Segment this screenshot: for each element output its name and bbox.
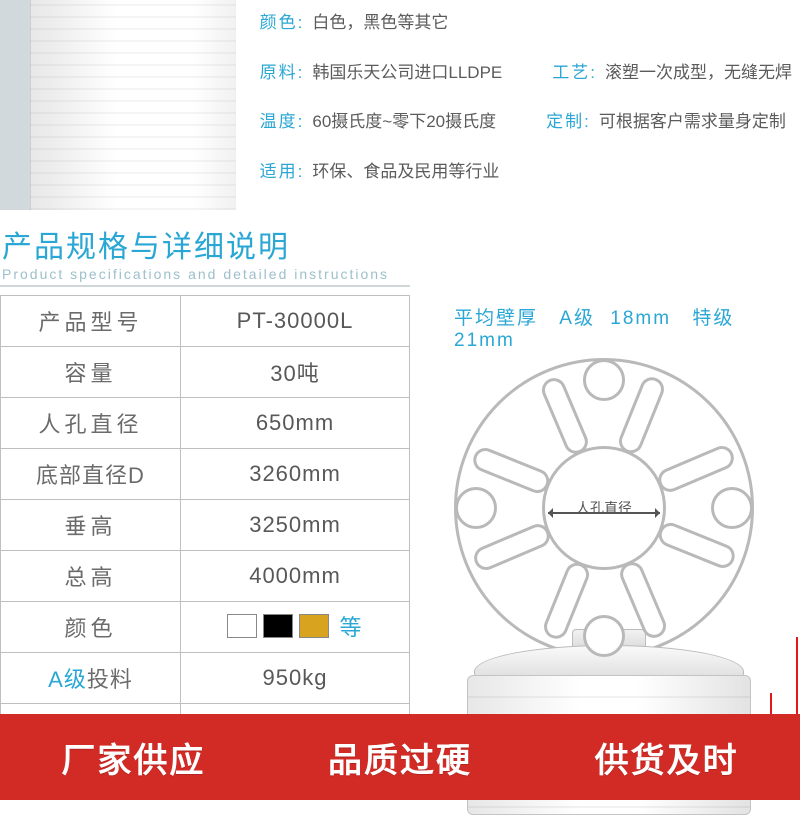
thickness-label: 平均壁厚	[454, 308, 538, 329]
wall-thickness-line: 平均壁厚 A级 18mm 特级 21mm	[454, 303, 800, 352]
spec-key: 颜色	[1, 602, 181, 653]
spec-key: 产品型号	[1, 296, 181, 347]
table-row: 容量30吨	[1, 347, 410, 398]
table-row: 人孔直径650mm	[1, 398, 410, 449]
spec-key: 总高	[1, 551, 181, 602]
thick-s: 21mm	[454, 330, 515, 351]
section-heading-cn: 产品规格与详细说明	[0, 222, 800, 266]
attr-val: 白色，黑色等其它	[312, 10, 448, 36]
spec-key: 人孔直径	[1, 398, 181, 449]
diagram-panel: 平均壁厚 A级 18mm 特级 21mm 人孔直径	[410, 295, 800, 755]
section-heading: 产品规格与详细说明 Product specifications and det…	[0, 222, 800, 287]
spec-val: PT-30000L	[181, 296, 410, 347]
color-swatch	[227, 614, 257, 638]
color-swatches: 等	[227, 610, 362, 642]
attr-key: 温度	[260, 109, 305, 135]
banner-item: 品质过硬	[328, 733, 472, 782]
spec-table: 产品型号PT-30000L 容量30吨 人孔直径650mm 底部直径D3260m…	[0, 295, 410, 755]
attr-val: 环保、食品及民用等行业	[312, 159, 499, 185]
attr-val: 60摄氏度~零下20摄氏度	[312, 109, 496, 135]
attribute-list: 颜色 白色，黑色等其它 原料 韩国乐天公司进口LLDPE 工艺 滚塑一次成型，无…	[236, 0, 800, 210]
attr-key: 工艺	[552, 60, 597, 86]
attr-key: 定制	[546, 109, 591, 135]
attr-material: 原料 韩国乐天公司进口LLDPE	[260, 60, 503, 86]
spec-val: 650mm	[181, 398, 410, 449]
spec-val: 950kg	[181, 653, 410, 704]
attr-key: 颜色	[260, 10, 305, 36]
attr-val: 可根据客户需求量身定制	[599, 109, 786, 135]
spec-val-colors: 等	[181, 602, 410, 653]
tank-top-view: 人孔直径	[454, 358, 754, 658]
product-photo-wrap	[0, 0, 236, 210]
color-swatch	[299, 614, 329, 638]
table-row: 垂高3250mm	[1, 500, 410, 551]
table-row: 颜色 等	[1, 602, 410, 653]
section-heading-en: Product specifications and detailed inst…	[0, 266, 410, 287]
spec-val: 3260mm	[181, 449, 410, 500]
spec-key: 垂高	[1, 500, 181, 551]
grade-a: A级	[559, 308, 595, 329]
attr-val: 韩国乐天公司进口LLDPE	[312, 60, 502, 86]
spec-key: 底部直径D	[1, 449, 181, 500]
attr-val: 滚塑一次成型，无缝无焊	[605, 60, 792, 86]
attr-custom: 定制 可根据客户需求量身定制	[546, 109, 786, 135]
attr-key: 适用	[260, 159, 305, 185]
spec-val: 4000mm	[181, 551, 410, 602]
mid-section: 产品型号PT-30000L 容量30吨 人孔直径650mm 底部直径D3260m…	[0, 295, 800, 755]
table-row: 产品型号PT-30000L	[1, 296, 410, 347]
attr-color: 颜色 白色，黑色等其它	[260, 10, 449, 36]
color-swatch	[263, 614, 293, 638]
color-swatch-suffix: 等	[339, 610, 362, 642]
attr-apply: 适用 环保、食品及民用等行业	[260, 159, 500, 185]
table-row: 底部直径D3260mm	[1, 449, 410, 500]
banner-item: 供货及时	[595, 733, 739, 782]
grade-s: 特级	[692, 308, 734, 329]
product-photo	[30, 0, 236, 210]
manhole-dim-arrow	[548, 512, 660, 514]
banner-item: 厂家供应	[61, 733, 205, 782]
spec-key: 容量	[1, 347, 181, 398]
footer-banner: 厂家供应 品质过硬 供货及时	[0, 714, 800, 800]
spec-val: 30吨	[181, 347, 410, 398]
manhole-label: 人孔直径	[574, 498, 634, 518]
spec-key-feed-a: A级投料	[1, 653, 181, 704]
attr-process: 工艺 滚塑一次成型，无缝无焊	[552, 60, 792, 86]
thick-a: 18mm	[610, 308, 671, 329]
attr-temp: 温度 60摄氏度~零下20摄氏度	[260, 109, 496, 135]
table-row: A级投料 950kg	[1, 653, 410, 704]
top-section: 颜色 白色，黑色等其它 原料 韩国乐天公司进口LLDPE 工艺 滚塑一次成型，无…	[0, 0, 800, 210]
table-row: 总高4000mm	[1, 551, 410, 602]
spec-val: 3250mm	[181, 500, 410, 551]
attr-key: 原料	[260, 60, 305, 86]
